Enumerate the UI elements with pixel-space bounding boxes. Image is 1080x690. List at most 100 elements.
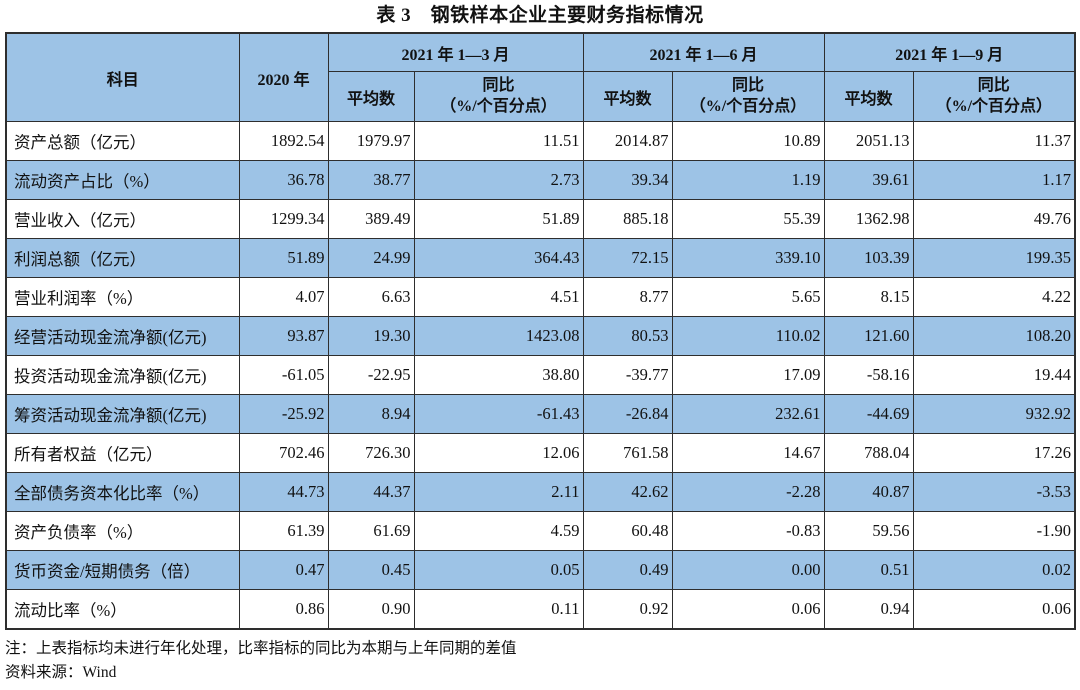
cell-value: 4.07 — [238, 277, 329, 317]
cell-value: 80.53 — [582, 316, 673, 356]
table-row: 营业利润率（%） 4.07 6.63 4.51 8.77 5.65 8.15 4.22 — [5, 277, 1076, 317]
cell-value: 59.56 — [823, 511, 914, 551]
cell-value: 17.26 — [912, 433, 1076, 473]
cell-value: 93.87 — [238, 316, 329, 356]
cell-value: -44.69 — [823, 394, 914, 434]
table-row: 营业收入（亿元） 1299.34 389.49 51.89 885.18 55.39 136… — [5, 199, 1076, 239]
cell-value: -0.83 — [671, 511, 825, 551]
cell-value: 10.89 — [671, 121, 825, 161]
yoy-label-line2: （%/个百分点） — [440, 97, 557, 115]
table-notes: 注：上表指标均未进行年化处理，比率指标的同比为本期与上年同期的差值 资料来源：W… — [5, 637, 1080, 685]
cell-value: 1979.97 — [327, 121, 415, 161]
note-annotation: 注：上表指标均未进行年化处理，比率指标的同比为本期与上年同期的差值 — [5, 640, 517, 657]
cell-value: 108.20 — [912, 316, 1076, 356]
cell-value: 1.17 — [912, 160, 1076, 200]
yoy-label-line2: （%/个百分点） — [689, 97, 807, 115]
row-label: 资产负债率（%） — [5, 511, 240, 551]
cell-value: 19.44 — [912, 355, 1076, 395]
cell-value: -22.95 — [327, 355, 415, 395]
cell-value: 0.47 — [238, 550, 329, 590]
cell-value: 2.11 — [413, 472, 584, 512]
cell-value: 726.30 — [327, 433, 415, 473]
cell-value: 11.51 — [413, 121, 584, 161]
cell-value: 17.09 — [671, 355, 825, 395]
cell-value: 2.73 — [413, 160, 584, 200]
row-label: 所有者权益（亿元） — [5, 433, 240, 473]
row-label: 投资活动现金流净额(亿元) — [5, 355, 240, 395]
cell-value: 103.39 — [823, 238, 914, 278]
cell-value: -1.90 — [912, 511, 1076, 551]
cell-value: 51.89 — [413, 199, 584, 239]
table-row: 经营活动现金流净额(亿元) 93.87 19.30 1423.08 80.53 110.0… — [5, 316, 1076, 356]
cell-value: 4.59 — [413, 511, 584, 551]
cell-value: 0.05 — [413, 550, 584, 590]
cell-value: 1892.54 — [238, 121, 329, 161]
header-yoy-q1: 同比 （%/个百分点） — [413, 71, 584, 122]
header-group-2021m9: 2021 年 1—9 月 — [823, 32, 1076, 72]
cell-value: 8.77 — [582, 277, 673, 317]
cell-value: 42.62 — [582, 472, 673, 512]
cell-value: 0.90 — [327, 589, 415, 630]
row-label: 利润总额（亿元） — [5, 238, 240, 278]
header-sub-row: 平均数 同比 （%/个百分点） 平均数 同比 （%/个百分点） 平均数 同比 （… — [6, 71, 1076, 122]
header-yoy-h1: 同比 （%/个百分点） — [671, 71, 825, 122]
cell-value: 389.49 — [327, 199, 415, 239]
cell-value: 0.45 — [327, 550, 415, 590]
cell-value: 38.80 — [413, 355, 584, 395]
cell-value: 932.92 — [912, 394, 1076, 434]
cell-value: 5.65 — [671, 277, 825, 317]
table-row: 全部债务资本化比率（%） 44.73 44.37 2.11 42.62 -2.28 40.8… — [5, 472, 1076, 512]
cell-value: 121.60 — [823, 316, 914, 356]
cell-value: 0.86 — [238, 589, 329, 630]
cell-value: 55.39 — [671, 199, 825, 239]
row-label: 营业收入（亿元） — [5, 199, 240, 239]
cell-value: 0.11 — [413, 589, 584, 630]
cell-value: 38.77 — [327, 160, 415, 200]
yoy-label-line1: 同比 — [482, 76, 515, 94]
header-subject: 科目 — [5, 32, 240, 122]
cell-value: 61.69 — [327, 511, 415, 551]
table-row: 资产负债率（%） 61.39 61.69 4.59 60.48 -0.83 59.56 -1.… — [5, 511, 1076, 551]
cell-value: 60.48 — [582, 511, 673, 551]
header-year-2020: 2020 年 — [238, 32, 329, 122]
table-row: 货币资金/短期债务（倍） 0.47 0.45 0.05 0.49 0.00 0.51 0.02 — [5, 550, 1076, 590]
cell-value: -2.28 — [671, 472, 825, 512]
header-group-2021q1: 2021 年 1—3 月 — [327, 32, 584, 72]
table-header: 科目 2020 年 2021 年 1—3 月 2021 年 1—6 月 2021… — [5, 32, 1076, 122]
cell-value: 44.37 — [327, 472, 415, 512]
cell-value: 8.94 — [327, 394, 415, 434]
table-row: 筹资活动现金流净额(亿元) -25.92 8.94 -61.43 -26.84 232.6… — [5, 394, 1076, 434]
cell-value: 39.34 — [582, 160, 673, 200]
header-yoy-m9: 同比 （%/个百分点） — [912, 71, 1076, 122]
cell-value: 1299.34 — [238, 199, 329, 239]
cell-value: 0.92 — [582, 589, 673, 630]
cell-value: 0.02 — [912, 550, 1076, 590]
cell-value: 4.51 — [413, 277, 584, 317]
table-row: 投资活动现金流净额(亿元) -61.05 -22.95 38.80 -39.77 17.0… — [5, 355, 1076, 395]
cell-value: -39.77 — [582, 355, 673, 395]
cell-value: 339.10 — [671, 238, 825, 278]
yoy-label-line1: 同比 — [732, 76, 765, 94]
cell-value: 0.06 — [671, 589, 825, 630]
table-row: 所有者权益（亿元） 702.46 726.30 12.06 761.58 14.67 788… — [5, 433, 1076, 473]
cell-value: 4.22 — [912, 277, 1076, 317]
cell-value: 761.58 — [582, 433, 673, 473]
cell-value: -26.84 — [582, 394, 673, 434]
header-group-2021h1: 2021 年 1—6 月 — [582, 32, 825, 72]
row-label: 经营活动现金流净额(亿元) — [5, 316, 240, 356]
cell-value: 12.06 — [413, 433, 584, 473]
cell-value: 19.30 — [327, 316, 415, 356]
cell-value: 199.35 — [912, 238, 1076, 278]
cell-value: 8.15 — [823, 277, 914, 317]
yoy-label-line1: 同比 — [977, 76, 1010, 94]
cell-value: 364.43 — [413, 238, 584, 278]
cell-value: 44.73 — [238, 472, 329, 512]
cell-value: 6.63 — [327, 277, 415, 317]
cell-value: 49.76 — [912, 199, 1076, 239]
cell-value: 0.51 — [823, 550, 914, 590]
table-row: 流动比率（%） 0.86 0.90 0.11 0.92 0.06 0.94 0.06 — [5, 589, 1076, 630]
header-average-q1: 平均数 — [327, 71, 415, 122]
cell-value: 36.78 — [238, 160, 329, 200]
cell-value: -58.16 — [823, 355, 914, 395]
